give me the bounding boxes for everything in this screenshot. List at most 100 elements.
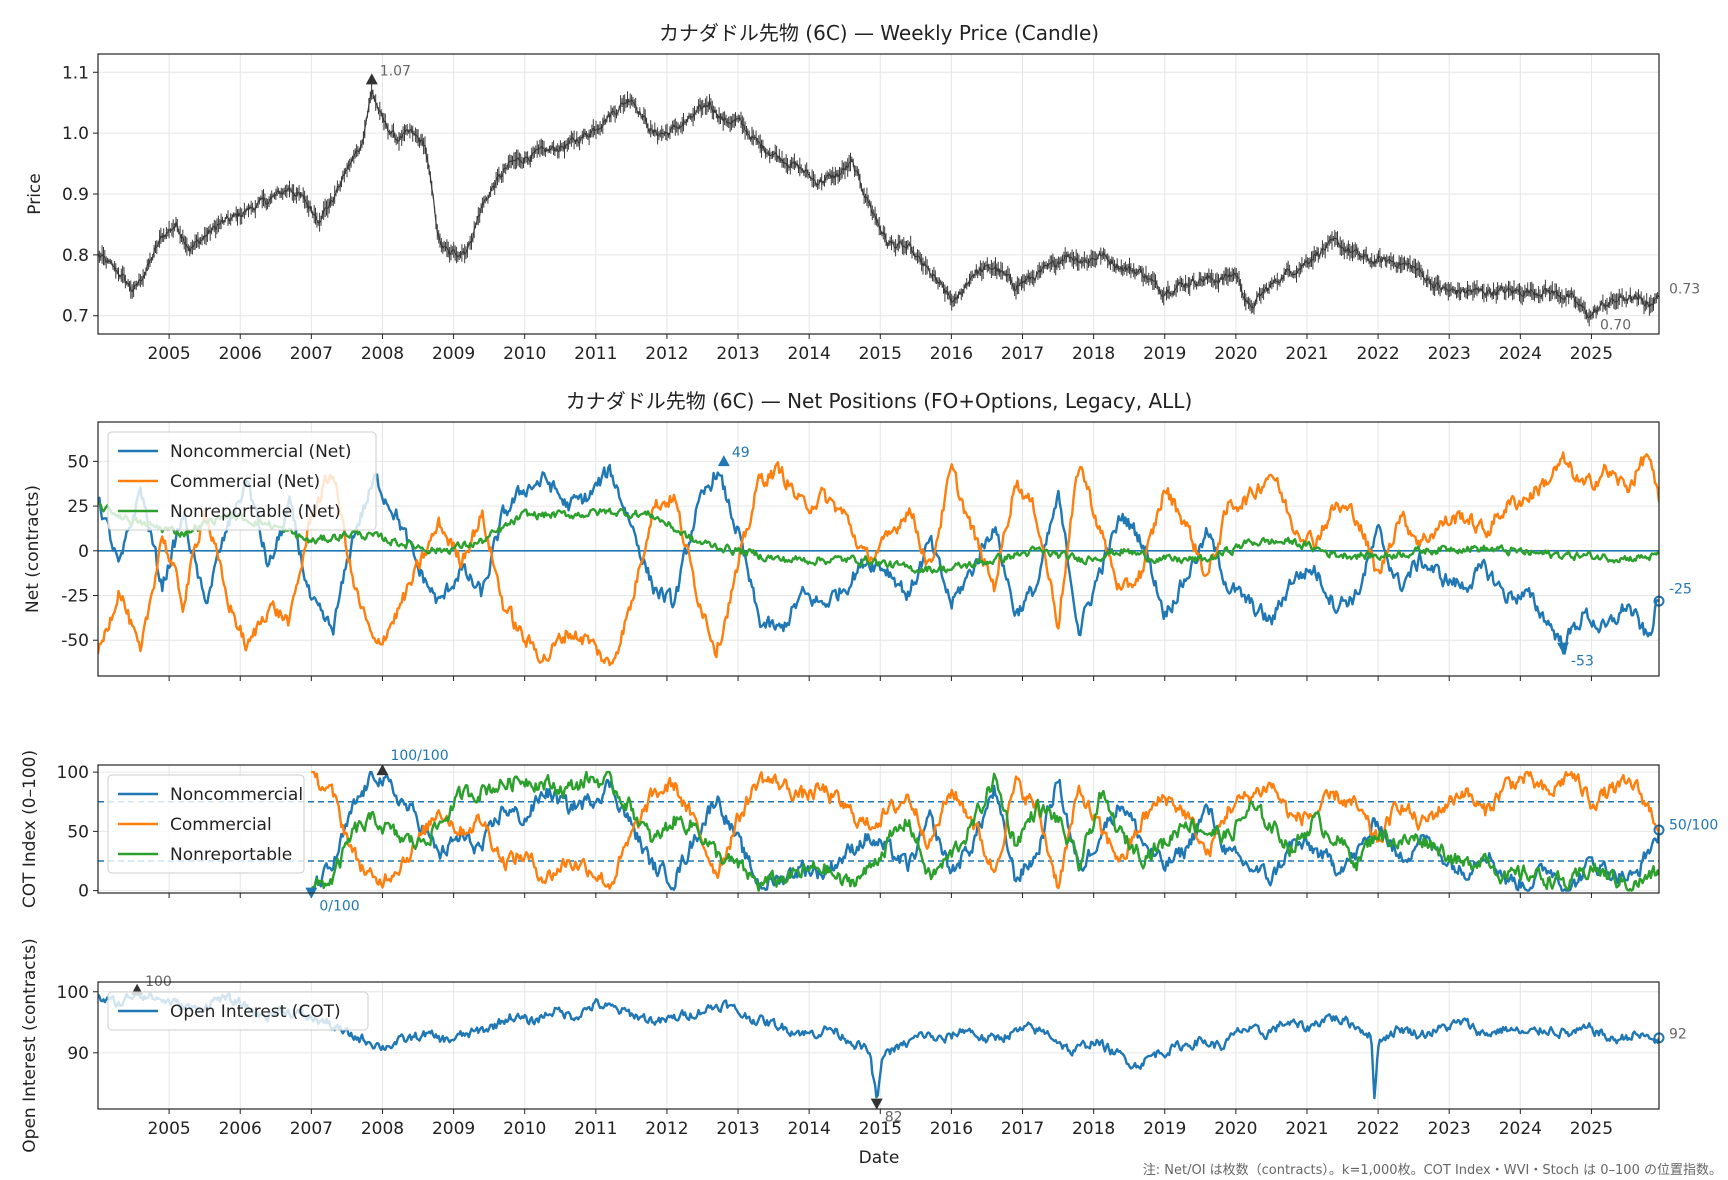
- axes-frame: [97, 981, 1660, 1110]
- x-tick-label: 2019: [1143, 1119, 1186, 1139]
- x-tick-label: 2013: [716, 1119, 759, 1139]
- last-label: -25: [1669, 582, 1692, 598]
- series-line: [98, 502, 1659, 574]
- x-tick-label: 2022: [1356, 344, 1399, 364]
- min-label: 82: [885, 1110, 903, 1126]
- series-group: [310, 770, 1659, 892]
- max-marker: [717, 455, 730, 467]
- x-tick-label: 2014: [788, 1119, 831, 1139]
- y-tick-label: 0.7: [62, 307, 89, 327]
- axes-frame: [97, 764, 1660, 894]
- x-tick-label: 2017: [1001, 344, 1044, 364]
- x-tick-label: 2007: [290, 344, 333, 364]
- legend-label: Noncommercial: [170, 785, 303, 805]
- legend-box: [107, 431, 377, 531]
- net-chart-title: カナダドル先物 (6C) — Net Positions (FO+Options…: [566, 389, 1193, 413]
- x-tick-label: 2015: [859, 1119, 902, 1139]
- series-line: [311, 770, 1659, 890]
- x-tick-label: 2024: [1499, 1119, 1542, 1139]
- legend-box: [107, 991, 369, 1031]
- x-tick-label: 2010: [503, 344, 546, 364]
- x-tick-label: 2021: [1285, 344, 1328, 364]
- max-label: 1.07: [380, 63, 411, 79]
- series-line: [98, 451, 1659, 667]
- x-tick-label: 2018: [1072, 344, 1115, 364]
- max-marker: [365, 73, 378, 85]
- candle-wicks: [98, 80, 1659, 327]
- x-axis-label: Date: [859, 1148, 900, 1168]
- x-tick-label: 2020: [1214, 1119, 1257, 1139]
- y-axis-label: Price: [25, 173, 45, 214]
- x-tick-label: 2024: [1499, 344, 1542, 364]
- y-tick-label: 50: [67, 822, 89, 842]
- y-tick-label: 90: [67, 1044, 89, 1064]
- min-label: -53: [1571, 654, 1594, 670]
- y-tick-label: -25: [61, 587, 89, 607]
- x-tick-label: 2016: [930, 344, 973, 364]
- legend-label: Open Interest (COT): [170, 1002, 341, 1022]
- series-group: [98, 80, 1659, 327]
- y-tick-label: 0: [78, 882, 89, 902]
- price-chart: 0.7 0.8 0.9 1.0 1.1 2005 2006 2007 2008 2009 2010 2…: [25, 53, 1700, 364]
- y-tick-label: 100: [57, 983, 89, 1003]
- legend-box: [107, 774, 305, 874]
- x-tick-label: 2019: [1143, 344, 1186, 364]
- legend-label: Noncommercial (Net): [170, 442, 352, 462]
- y-tick-label: 50: [67, 452, 89, 472]
- x-tick-label: 2009: [432, 1119, 475, 1139]
- x-tick-label: 2016: [930, 1119, 973, 1139]
- net-positions-chart: -50 -25 0 25 50 Net (contracts) 49 -53 -25 Noncom…: [23, 421, 1692, 681]
- y-tick-label: 1.1: [62, 63, 89, 83]
- last-label: 50/100: [1669, 817, 1718, 833]
- x-tick-label: 2025: [1570, 344, 1613, 364]
- y-tick-label: 0.8: [62, 246, 89, 266]
- max-label: 49: [732, 445, 750, 461]
- x-tick-label: 2012: [645, 1119, 688, 1139]
- x-tick-label: 2023: [1428, 344, 1471, 364]
- legend-label: Nonreportable (Net): [170, 502, 341, 522]
- y-tick-label: 25: [67, 497, 89, 517]
- x-tick-label: 2012: [645, 344, 688, 364]
- min-marker: [870, 1098, 883, 1110]
- x-tick-label: 2022: [1356, 1119, 1399, 1139]
- y-axis-label: COT Index (0–100): [20, 750, 40, 908]
- x-tick-label: 2018: [1072, 1119, 1115, 1139]
- x-tick-label: 2005: [147, 344, 190, 364]
- x-tick-label: 2005: [147, 1119, 190, 1139]
- max-label: 100/100: [390, 748, 448, 764]
- x-tick-label: 2007: [290, 1119, 333, 1139]
- last-label: 92: [1669, 1027, 1687, 1043]
- series-group: [98, 991, 1659, 1100]
- y-tick-label: 0.9: [62, 185, 89, 205]
- legend-label: Commercial (Net): [170, 472, 320, 492]
- axes-frame: [97, 53, 1660, 335]
- legend-label: Commercial: [170, 815, 272, 835]
- y-axis-label: Open Interest (contracts): [20, 938, 40, 1152]
- cot-index-chart: 0 50 100 COT Index (0–100) 100/100 0/100 50/10…: [20, 748, 1718, 915]
- x-tick-label: 2009: [432, 344, 475, 364]
- price-chart-title: カナダドル先物 (6C) — Weekly Price (Candle): [659, 21, 1099, 45]
- x-tick-label: 2025: [1570, 1119, 1613, 1139]
- legend-label: Nonreportable: [170, 845, 292, 865]
- min-label: 0.70: [1600, 318, 1631, 334]
- y-axis-label: Net (contracts): [23, 485, 43, 613]
- series-line: [310, 770, 1659, 892]
- y-tick-label: -50: [61, 631, 89, 651]
- y-tick-label: 100: [57, 763, 89, 783]
- x-tick-label: 2008: [361, 344, 404, 364]
- x-tick-label: 2015: [859, 344, 902, 364]
- series-line: [98, 991, 1659, 1100]
- x-tick-label: 2011: [574, 344, 617, 364]
- footnote: 注: Net/OI は枚数（contracts）。k=1,000枚。COT In…: [1143, 1163, 1722, 1178]
- max-marker: [376, 764, 389, 776]
- x-tick-label: 2021: [1285, 1119, 1328, 1139]
- x-tick-label: 2008: [361, 1119, 404, 1139]
- axes-frame: [97, 421, 1660, 677]
- x-tick-label: 2017: [1001, 1119, 1044, 1139]
- min-label: 0/100: [319, 899, 359, 915]
- y-tick-label: 1.0: [62, 124, 89, 144]
- x-tick-label: 2020: [1214, 344, 1257, 364]
- y-tick-label: 0: [78, 542, 89, 562]
- x-tick-label: 2011: [574, 1119, 617, 1139]
